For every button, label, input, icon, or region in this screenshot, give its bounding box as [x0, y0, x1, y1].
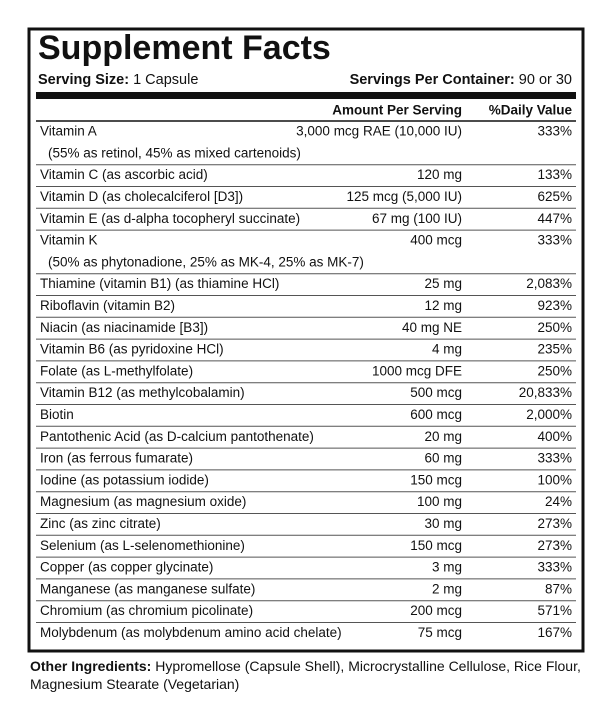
serving-size: Serving Size: 1 Capsule [38, 72, 198, 88]
nutrient-name: Vitamin K [40, 233, 98, 248]
nutrient-name: Vitamin C (as ascorbic acid) [40, 167, 208, 182]
amount: 200 mcg [410, 603, 462, 618]
daily-value: 24% [545, 494, 572, 509]
nutrient-name: Vitamin D (as cholecalciferol [D3]) [40, 189, 243, 204]
other-ingredients-text: Hypromellose (Capsule Shell), Microcryst… [30, 658, 581, 692]
nutrient-name: Riboflavin (vitamin B2) [40, 298, 175, 313]
daily-value: 447% [537, 211, 572, 226]
nutrient-note: (50% as phytonadione, 25% as MK-4, 25% a… [48, 254, 364, 269]
nutrient-name: Molybdenum (as molybdenum amino acid che… [40, 625, 342, 640]
other-ingredients: Other Ingredients: Hypromellose (Capsule… [30, 657, 590, 693]
daily-value: 333% [537, 233, 572, 248]
nutrient-name: Iron (as ferrous fumarate) [40, 451, 193, 466]
nutrient-name: Thiamine (vitamin B1) (as thiamine HCl) [40, 276, 279, 291]
column-header: Amount Per Serving [332, 103, 462, 118]
nutrient-name: Folate (as L-methylfolate) [40, 363, 193, 378]
daily-value: 400% [537, 429, 572, 444]
nutrient-name: Vitamin B12 (as methylcobalamin) [40, 385, 245, 400]
nutrient-name: Niacin (as niacinamide [B3]) [40, 320, 208, 335]
thick-rule [36, 92, 576, 99]
amount: 150 mcg [410, 538, 462, 553]
daily-value: 2,083% [526, 276, 572, 291]
amount: 30 mg [424, 516, 462, 531]
serving-size-label: Serving Size: [38, 72, 129, 88]
amount: 12 mg [424, 298, 462, 313]
amount: 3 mg [432, 560, 462, 575]
servings-label: Servings Per Container: [350, 72, 515, 88]
panel-border [27, 27, 585, 653]
amount: 25 mg [424, 276, 462, 291]
daily-value: 273% [537, 538, 572, 553]
daily-value: 273% [537, 516, 572, 531]
nutrient-name: Manganese (as manganese sulfate) [40, 581, 255, 596]
title: Supplement Facts [38, 29, 331, 67]
amount: 67 mg (100 IU) [372, 211, 462, 226]
nutrient-name: Chromium (as chromium picolinate) [40, 603, 253, 618]
amount: 4 mg [432, 342, 462, 357]
daily-value: 87% [545, 581, 572, 596]
amount: 75 mcg [418, 625, 462, 640]
daily-value: 20,833% [519, 385, 572, 400]
nutrient-name: Zinc (as zinc citrate) [40, 516, 161, 531]
nutrient-name: Selenium (as L-selenomethionine) [40, 538, 245, 553]
nutrient-name: Vitamin E (as d-alpha tocopheryl succina… [40, 211, 300, 226]
amount: 125 mcg (5,000 IU) [346, 189, 462, 204]
amount: 600 mcg [410, 407, 462, 422]
servings: Servings Per Container: 90 or 30 [350, 72, 572, 88]
daily-value: 923% [537, 298, 572, 313]
nutrient-note: (55% as retinol, 45% as mixed cartenoids… [48, 145, 301, 160]
daily-value: 2,000% [526, 407, 572, 422]
nutrient-name: Magnesium (as magnesium oxide) [40, 494, 246, 509]
daily-value: 333% [537, 560, 572, 575]
daily-value: 250% [537, 363, 572, 378]
daily-value: 333% [537, 124, 572, 139]
amount: 150 mcg [410, 472, 462, 487]
nutrient-name: Vitamin B6 (as pyridoxine HCl) [40, 342, 224, 357]
daily-value: 571% [537, 603, 572, 618]
amount: 120 mg [417, 167, 462, 182]
column-header: %Daily Value [489, 103, 573, 118]
serving-size-value: 1 Capsule [133, 72, 198, 88]
amount: 500 mcg [410, 385, 462, 400]
amount: 2 mg [432, 581, 462, 596]
nutrient-name: Copper (as copper glycinate) [40, 560, 213, 575]
daily-value: 235% [537, 342, 572, 357]
nutrient-name: Vitamin A [40, 124, 97, 139]
amount: 1000 mcg DFE [372, 363, 462, 378]
servings-value: 90 or 30 [519, 72, 572, 88]
amount: 100 mg [417, 494, 462, 509]
amount: 20 mg [424, 429, 462, 444]
other-ingredients-label: Other Ingredients: [30, 658, 152, 674]
facts-panel: Supplement Facts Serving Size: 1 Capsule… [27, 27, 585, 653]
daily-value: 100% [537, 472, 572, 487]
amount: 60 mg [424, 451, 462, 466]
daily-value: 625% [537, 189, 572, 204]
nutrient-name: Pantothenic Acid (as D-calcium pantothen… [40, 429, 314, 444]
nutrient-name: Iodine (as potassium iodide) [40, 472, 209, 487]
amount: 3,000 mcg RAE (10,000 IU) [296, 124, 462, 139]
daily-value: 250% [537, 320, 572, 335]
daily-value: 133% [537, 167, 572, 182]
daily-value: 333% [537, 451, 572, 466]
amount: 400 mcg [410, 233, 462, 248]
nutrient-name: Biotin [40, 407, 74, 422]
daily-value: 167% [537, 625, 572, 640]
amount: 40 mg NE [402, 320, 462, 335]
